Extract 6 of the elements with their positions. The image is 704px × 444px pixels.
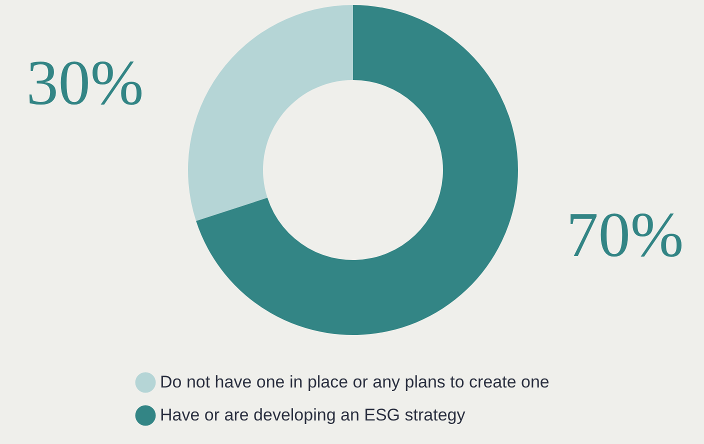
donut-slice	[188, 5, 353, 221]
legend-label: Have or are developing an ESG strategy	[160, 406, 466, 424]
data-label: 30%	[26, 47, 144, 118]
legend-label: Do not have one in place or any plans to create one	[160, 372, 550, 392]
donut-slice	[196, 5, 518, 335]
data-label: 70%	[566, 199, 684, 270]
